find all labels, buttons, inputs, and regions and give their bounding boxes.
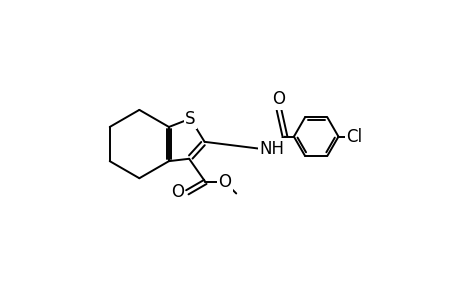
Text: O: O — [218, 173, 231, 191]
Text: Cl: Cl — [346, 128, 362, 146]
Text: S: S — [185, 110, 195, 128]
Text: NH: NH — [259, 140, 284, 158]
Text: O: O — [170, 183, 184, 201]
Text: O: O — [272, 90, 285, 108]
